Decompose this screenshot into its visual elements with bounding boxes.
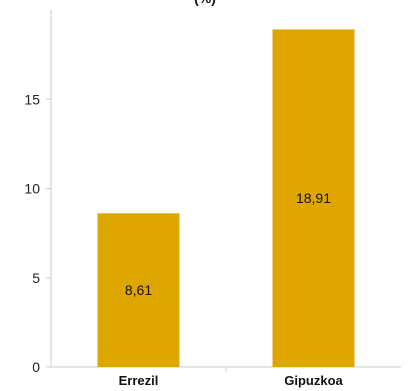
y-tick-label: 15 — [24, 91, 40, 107]
bar-gipuzkoa — [272, 29, 355, 367]
chart-title: (%) — [194, 0, 216, 6]
data-label: 18,91 — [296, 190, 331, 206]
y-tick-label: 5 — [32, 270, 40, 286]
y-tick-label: 0 — [32, 359, 40, 375]
x-axis: Errezil Gipuzkoa — [119, 367, 344, 388]
data-label: 8,61 — [125, 282, 152, 298]
y-tick-label: 10 — [24, 181, 40, 197]
y-axis: 0 5 10 15 — [24, 91, 51, 375]
data-labels-group: 8,61 18,91 — [125, 190, 331, 298]
bar-errezil — [97, 213, 180, 367]
x-tick-label: Errezil — [119, 373, 159, 388]
x-tick-label: Gipuzkoa — [284, 373, 343, 388]
bars-group — [97, 29, 355, 367]
